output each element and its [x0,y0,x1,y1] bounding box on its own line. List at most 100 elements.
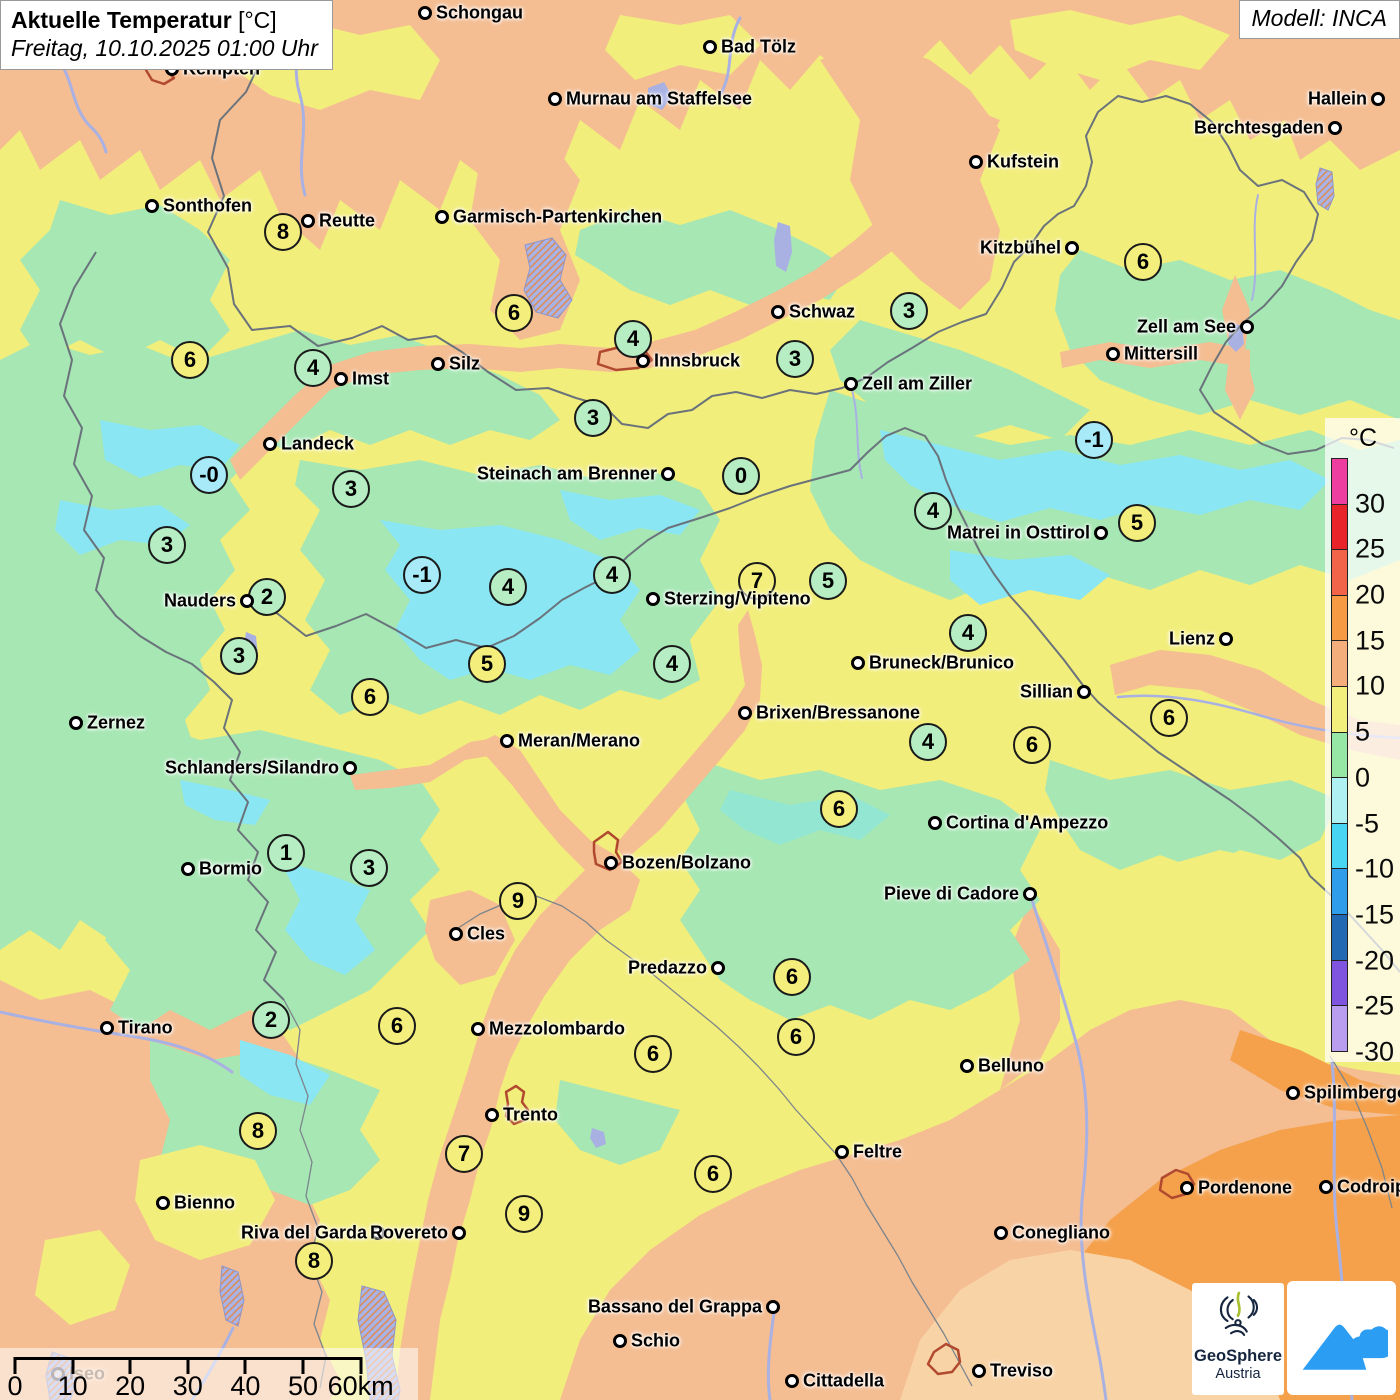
geosphere-name: GeoSphere [1193,1347,1283,1365]
legend-color-segment [1332,869,1347,916]
city-marker-dot [636,354,650,368]
city-marker-dot [928,816,942,830]
city-marker-dot [766,1300,780,1314]
station-temp-badge: 3 [890,292,928,330]
station-temp-badge: 6 [777,1018,815,1056]
station-temp-badge: 4 [294,349,332,387]
station-temp-badge: 8 [295,1242,333,1280]
station-temp-badge: 3 [776,340,814,378]
city-label: Bassano del Grappa [587,1296,762,1317]
city-label: Tirano [118,1017,173,1038]
city-marker-dot [960,1059,974,1073]
scale-tick-label: 10 [57,1371,88,1400]
title-text: Aktuelle Temperatur [11,7,232,33]
city-label: Steinach am Brenner [476,463,657,484]
city-label: Codroipo [1337,1176,1400,1197]
city-label: Mezzolombardo [489,1018,626,1039]
city-label: Mittersill [1124,343,1199,364]
station-temp-badge: 3 [220,637,258,675]
station-temp-badge: 4 [593,556,631,594]
legend-color-bar [1331,458,1348,1052]
city-marker-dot [1371,92,1385,106]
station-temp-badge: 4 [614,320,652,358]
legend-tick-label: 0 [1355,762,1371,793]
city-marker-dot [703,40,717,54]
city-label: Pieve di Cadore [883,883,1019,904]
city-label: Sillian [1019,681,1073,702]
city-marker-dot [500,734,514,748]
station-temp-badge: 1 [267,834,305,872]
city-marker-dot [371,1226,385,1240]
station-temp-badge: 3 [332,470,370,508]
city-marker-dot [1065,241,1079,255]
legend-color-segment [1332,732,1347,779]
station-temp-badge: 6 [820,790,858,828]
scale-tick [71,1357,75,1374]
city-label: Hallein [1307,88,1367,109]
station-temp-badge: 6 [495,294,533,332]
city-marker-dot [1077,685,1091,699]
station-temp-badge: 3 [148,526,186,564]
scale-tick-label: 50 [287,1371,319,1400]
station-temp-badge: 6 [1150,699,1188,737]
legend-color-segment [1332,915,1347,961]
city-label: Reutte [319,210,376,231]
city-label: Murnau am Staffelsee [566,88,753,109]
city-marker-dot [449,927,463,941]
legend-tick-label: -15 [1355,899,1395,930]
geosphere-contour-icon [1219,1291,1259,1337]
station-temp-badge: 4 [909,723,947,761]
city-marker-dot [994,1226,1008,1240]
legend-tick-label: -25 [1355,990,1395,1021]
city-marker-dot [1180,1181,1194,1195]
scale-tick [301,1357,305,1374]
city-marker-dot [471,1022,485,1036]
city-marker-dot [835,1145,849,1159]
station-temp-badge: 8 [239,1112,277,1150]
city-label: Cortina d'Ampezzo [946,812,1109,833]
station-temp-badge: 6 [694,1155,732,1193]
city-marker-dot [1328,121,1342,135]
city-marker-dot [1219,632,1233,646]
city-marker-dot [785,1374,799,1388]
station-temp-badge: 9 [505,1195,543,1233]
station-temp-badge: 6 [351,678,389,716]
legend-tick-label: 25 [1355,533,1386,564]
city-label: Cittadella [803,1370,885,1391]
scale-tick [128,1357,132,1374]
legend-color-segment [1332,1006,1347,1051]
city-marker-dot [435,210,449,224]
city-marker-dot [1240,320,1254,334]
city-label: Bruneck/Brunico [869,652,1015,673]
city-label: Brixen/Bressanone [756,702,921,723]
city-marker-dot [738,706,752,720]
city-label: Silz [449,353,481,374]
city-marker-dot [604,856,618,870]
legend-color-segment [1332,641,1347,688]
station-temp-badge: 5 [809,562,847,600]
legend-tick-label: 5 [1355,716,1371,747]
station-temp-badge: -1 [1075,421,1113,459]
page-title: Aktuelle Temperatur [°C] [11,6,318,34]
city-label: Landeck [281,433,355,454]
city-label: Schongau [436,2,524,23]
legend-tick-label: -30 [1355,1036,1395,1067]
city-label: Lienz [1168,628,1215,649]
scale-tick-label: 30 [172,1371,203,1400]
city-marker-dot [1286,1086,1300,1100]
city-marker-dot [334,372,348,386]
station-temp-badge: 4 [949,614,987,652]
city-label: Meran/Merano [518,730,641,751]
station-temp-badge: 6 [171,341,209,379]
city-label: Schlanders/Silandro [164,757,339,778]
city-marker-dot [418,6,432,20]
geosphere-austria-logo: GeoSphere Austria [1192,1283,1284,1395]
city-marker-dot [431,357,445,371]
city-label: Belluno [978,1055,1044,1076]
city-label: Trento [503,1104,559,1125]
city-marker-dot [548,92,562,106]
city-label: Kufstein [987,151,1059,172]
scale-tick-label: 20 [115,1371,146,1400]
city-label: Imst [352,368,390,389]
